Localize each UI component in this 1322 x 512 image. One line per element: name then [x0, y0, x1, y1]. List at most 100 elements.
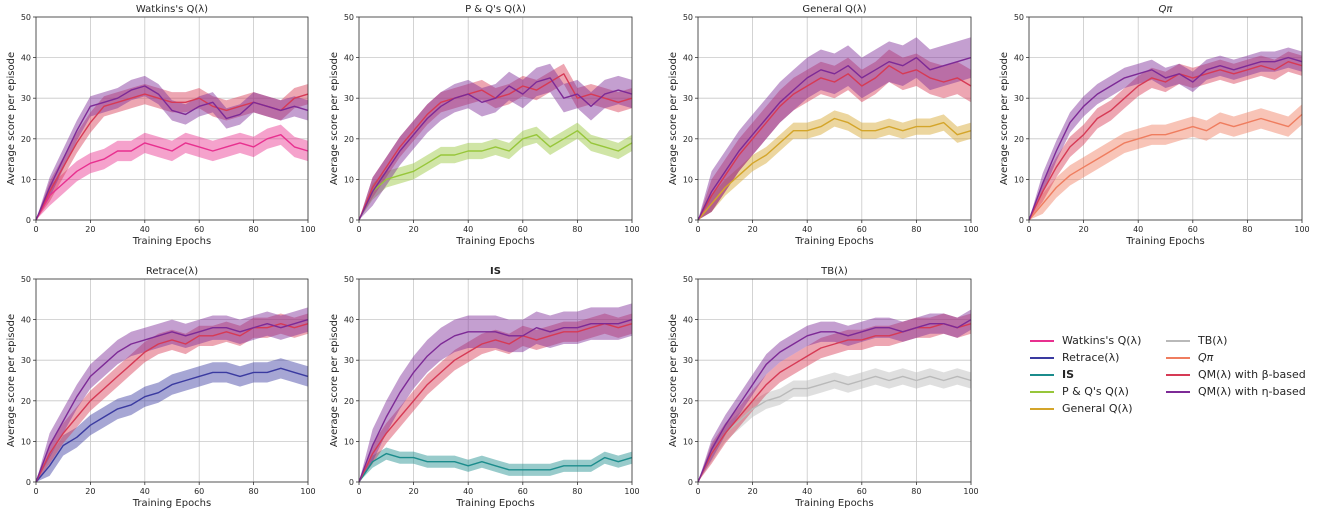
y-tick-label: 0 [26, 216, 31, 225]
y-tick-label: 10 [683, 175, 693, 184]
x-tick-label: 20 [748, 487, 758, 496]
y-tick-label: 50 [1014, 13, 1024, 22]
y-tick-label: 50 [683, 275, 693, 284]
y-tick-label: 20 [21, 397, 31, 406]
x-tick-label: 100 [624, 225, 639, 234]
series-line-pq [358, 129, 633, 221]
series-band-qm_eta [1029, 47, 1302, 220]
plot-frame [35, 278, 309, 483]
legend-label-general: General Q(λ) [1062, 402, 1133, 415]
series-band-qpi [1029, 104, 1302, 220]
chart-panel: 0 20 40 60 80 100 0 10 20 30 40 50 Watkins's Q(λ) Tra… [6, 4, 316, 247]
y-tick-label: 30 [21, 356, 31, 365]
legend-item-is: IS [1030, 367, 1074, 383]
x-tick-label: 0 [356, 487, 361, 496]
chart-panel: 0 20 40 60 80 100 0 10 20 30 40 50 P & Q's Q(λ) Train… [329, 4, 640, 247]
legend-item-tb: TB(λ) [1166, 333, 1227, 349]
x-tick-label: 40 [140, 487, 150, 496]
y-tick-label: 40 [683, 316, 693, 325]
y-tick-label: 30 [1014, 94, 1024, 103]
series-line-is [358, 452, 633, 483]
y-tick-label: 20 [344, 135, 354, 144]
series-line-qm_beta [1028, 61, 1303, 221]
legend: Watkins's Q(λ) Retrace(λ) IS P & Q's Q(λ… [1030, 333, 1320, 415]
series-line-qm_beta [697, 323, 972, 483]
x-axis-label: Training Epochs [794, 498, 873, 509]
legend-swatch-pq [1030, 391, 1054, 393]
x-tick-label: 40 [802, 487, 812, 496]
legend-swatch-tb [1166, 340, 1190, 342]
series-line-qm_eta [358, 318, 633, 483]
x-tick-label: 80 [1242, 225, 1252, 234]
series-line-qm_beta [358, 323, 633, 483]
legend-swatch-qm-eta [1166, 391, 1190, 393]
x-tick-label: 0 [695, 487, 700, 496]
x-axis-label: Training Epochs [455, 498, 534, 509]
x-tick-label: 80 [911, 487, 921, 496]
y-tick-label: 10 [683, 437, 693, 446]
x-tick-label: 60 [518, 487, 528, 496]
series-band-qm_eta [359, 303, 632, 482]
series-line-qm_beta [697, 64, 972, 221]
plot-frame [358, 16, 633, 221]
legend-swatch-qpi [1166, 357, 1190, 359]
x-tick-label: 0 [33, 225, 38, 234]
chart-title: General Q(λ) [802, 4, 866, 15]
legend-label-tb: TB(λ) [1198, 334, 1228, 347]
x-axis-label: Training Epochs [455, 236, 534, 247]
y-tick-label: 0 [688, 478, 693, 487]
series-band-qm_beta [36, 84, 308, 220]
y-tick-label: 30 [683, 94, 693, 103]
series-band-qm_beta [359, 63, 632, 221]
chart-panel: 0 20 40 60 80 100 0 10 20 30 40 50 IS Training Epochs… [329, 266, 640, 509]
chart-title: TB(λ) [820, 266, 848, 277]
series-band-tb [698, 368, 971, 482]
y-tick-label: 40 [21, 316, 31, 325]
y-tick-label: 30 [344, 356, 354, 365]
y-tick-label: 20 [21, 135, 31, 144]
series-band-qm_beta [698, 313, 971, 482]
legend-label-is: IS [1062, 368, 1075, 381]
chart-title: Qπ [1159, 4, 1174, 15]
x-tick-label: 20 [409, 225, 419, 234]
legend-swatch-general [1030, 408, 1054, 410]
x-tick-label: 80 [911, 225, 921, 234]
x-tick-label: 60 [194, 487, 204, 496]
x-tick-label: 60 [194, 225, 204, 234]
x-tick-label: 80 [572, 225, 582, 234]
series-band-qm_eta [698, 309, 971, 482]
series-line-qm_eta [697, 318, 972, 483]
y-tick-label: 40 [21, 54, 31, 63]
y-tick-label: 10 [21, 175, 31, 184]
series-band-qm_eta [698, 37, 971, 220]
y-tick-label: 0 [688, 216, 693, 225]
x-tick-label: 40 [140, 225, 150, 234]
series-line-qm_eta [1028, 56, 1303, 221]
x-tick-label: 60 [857, 225, 867, 234]
series-line-qm_eta [35, 85, 309, 221]
legend-item-general: General Q(λ) [1030, 401, 1133, 417]
chart-title: Watkins's Q(λ) [136, 4, 208, 15]
x-tick-label: 100 [1294, 225, 1309, 234]
series-line-tb [697, 375, 972, 483]
series-band-general [698, 110, 971, 220]
series-line-qm_eta [697, 56, 972, 221]
x-tick-label: 80 [249, 487, 259, 496]
x-tick-label: 40 [802, 225, 812, 234]
x-tick-label: 40 [1133, 225, 1143, 234]
y-axis-label: Average score per episode [999, 52, 1010, 185]
y-axis-label: Average score per episode [668, 52, 679, 185]
y-tick-label: 30 [344, 94, 354, 103]
y-tick-label: 50 [21, 275, 31, 284]
chart-panel: 0 20 40 60 80 100 0 10 20 30 40 50 TB(λ) Training Epo… [668, 266, 979, 509]
plot-frame [35, 16, 309, 221]
y-axis-label: Average score per episode [6, 52, 17, 185]
plot-frame [697, 16, 972, 221]
y-tick-label: 40 [344, 316, 354, 325]
x-tick-label: 20 [1079, 225, 1089, 234]
x-tick-label: 60 [857, 487, 867, 496]
series-line-qpi [1028, 113, 1303, 221]
x-tick-label: 60 [518, 225, 528, 234]
y-tick-label: 0 [1019, 216, 1024, 225]
